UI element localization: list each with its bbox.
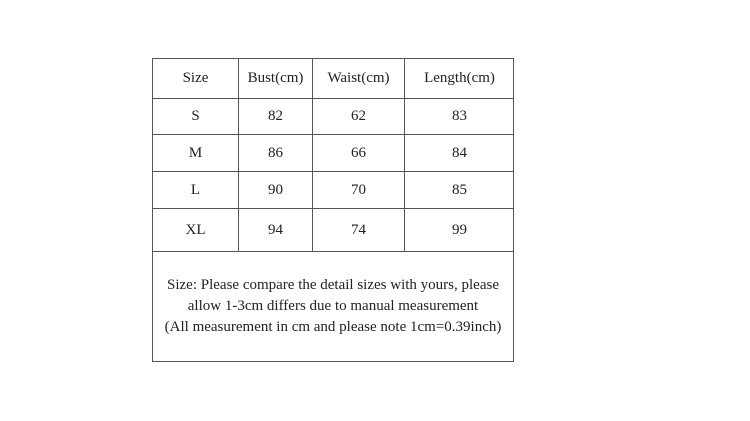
table-cell: L xyxy=(153,172,239,209)
table-cell: 99 xyxy=(405,209,514,252)
table-cell: 83 xyxy=(405,99,514,135)
table-cell: 85 xyxy=(405,172,514,209)
size-chart-table: Size Bust(cm) Waist(cm) Length(cm) S 82 62 83 M 8… xyxy=(152,58,514,362)
table-cell: 82 xyxy=(239,99,313,135)
table-cell: 90 xyxy=(239,172,313,209)
table-cell: XL xyxy=(153,209,239,252)
note-line: (All measurement in cm and please note 1… xyxy=(164,319,502,335)
table-cell: 70 xyxy=(313,172,405,209)
table-cell: S xyxy=(153,99,239,135)
header-cell: Bust(cm) xyxy=(239,59,313,99)
header-cell: Length(cm) xyxy=(405,59,514,99)
table-cell: 84 xyxy=(405,135,514,172)
note-line: allow 1-3cm differs due to manual measur… xyxy=(187,298,479,314)
table-cell: 66 xyxy=(313,135,405,172)
table-cell: 86 xyxy=(239,135,313,172)
table-cell: 62 xyxy=(313,99,405,135)
header-cell: Waist(cm) xyxy=(313,59,405,99)
table-cell: 74 xyxy=(313,209,405,252)
header-cell: Size xyxy=(153,59,239,99)
table-cell: M xyxy=(153,135,239,172)
table-cell: 94 xyxy=(239,209,313,252)
measurement-note: Size: Please compare the detail sizes wi… xyxy=(153,252,513,361)
note-line: Size: Please compare the detail sizes wi… xyxy=(167,277,499,293)
